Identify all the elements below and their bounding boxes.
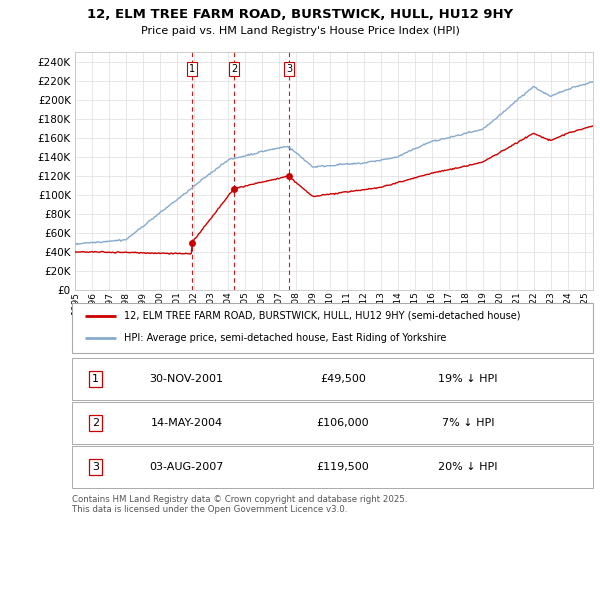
Text: 2: 2	[231, 64, 238, 74]
Text: 12, ELM TREE FARM ROAD, BURSTWICK, HULL, HU12 9HY (semi-detached house): 12, ELM TREE FARM ROAD, BURSTWICK, HULL,…	[124, 310, 521, 320]
Text: 1: 1	[92, 374, 99, 384]
Text: 12, ELM TREE FARM ROAD, BURSTWICK, HULL, HU12 9HY: 12, ELM TREE FARM ROAD, BURSTWICK, HULL,…	[87, 8, 513, 21]
Text: 2: 2	[92, 418, 99, 428]
Text: 3: 3	[286, 64, 292, 74]
Text: £106,000: £106,000	[317, 418, 369, 428]
Text: 03-AUG-2007: 03-AUG-2007	[149, 462, 224, 472]
Text: £49,500: £49,500	[320, 374, 366, 384]
Text: Price paid vs. HM Land Registry's House Price Index (HPI): Price paid vs. HM Land Registry's House …	[140, 26, 460, 36]
Text: Contains HM Land Registry data © Crown copyright and database right 2025.
This d: Contains HM Land Registry data © Crown c…	[72, 495, 407, 514]
Text: 14-MAY-2004: 14-MAY-2004	[151, 418, 223, 428]
Text: 1: 1	[188, 64, 195, 74]
Text: £119,500: £119,500	[317, 462, 369, 472]
Text: 3: 3	[92, 462, 99, 472]
Text: 7% ↓ HPI: 7% ↓ HPI	[442, 418, 494, 428]
Text: 19% ↓ HPI: 19% ↓ HPI	[438, 374, 498, 384]
Text: HPI: Average price, semi-detached house, East Riding of Yorkshire: HPI: Average price, semi-detached house,…	[124, 333, 446, 343]
Text: 20% ↓ HPI: 20% ↓ HPI	[438, 462, 498, 472]
Text: 30-NOV-2001: 30-NOV-2001	[149, 374, 224, 384]
